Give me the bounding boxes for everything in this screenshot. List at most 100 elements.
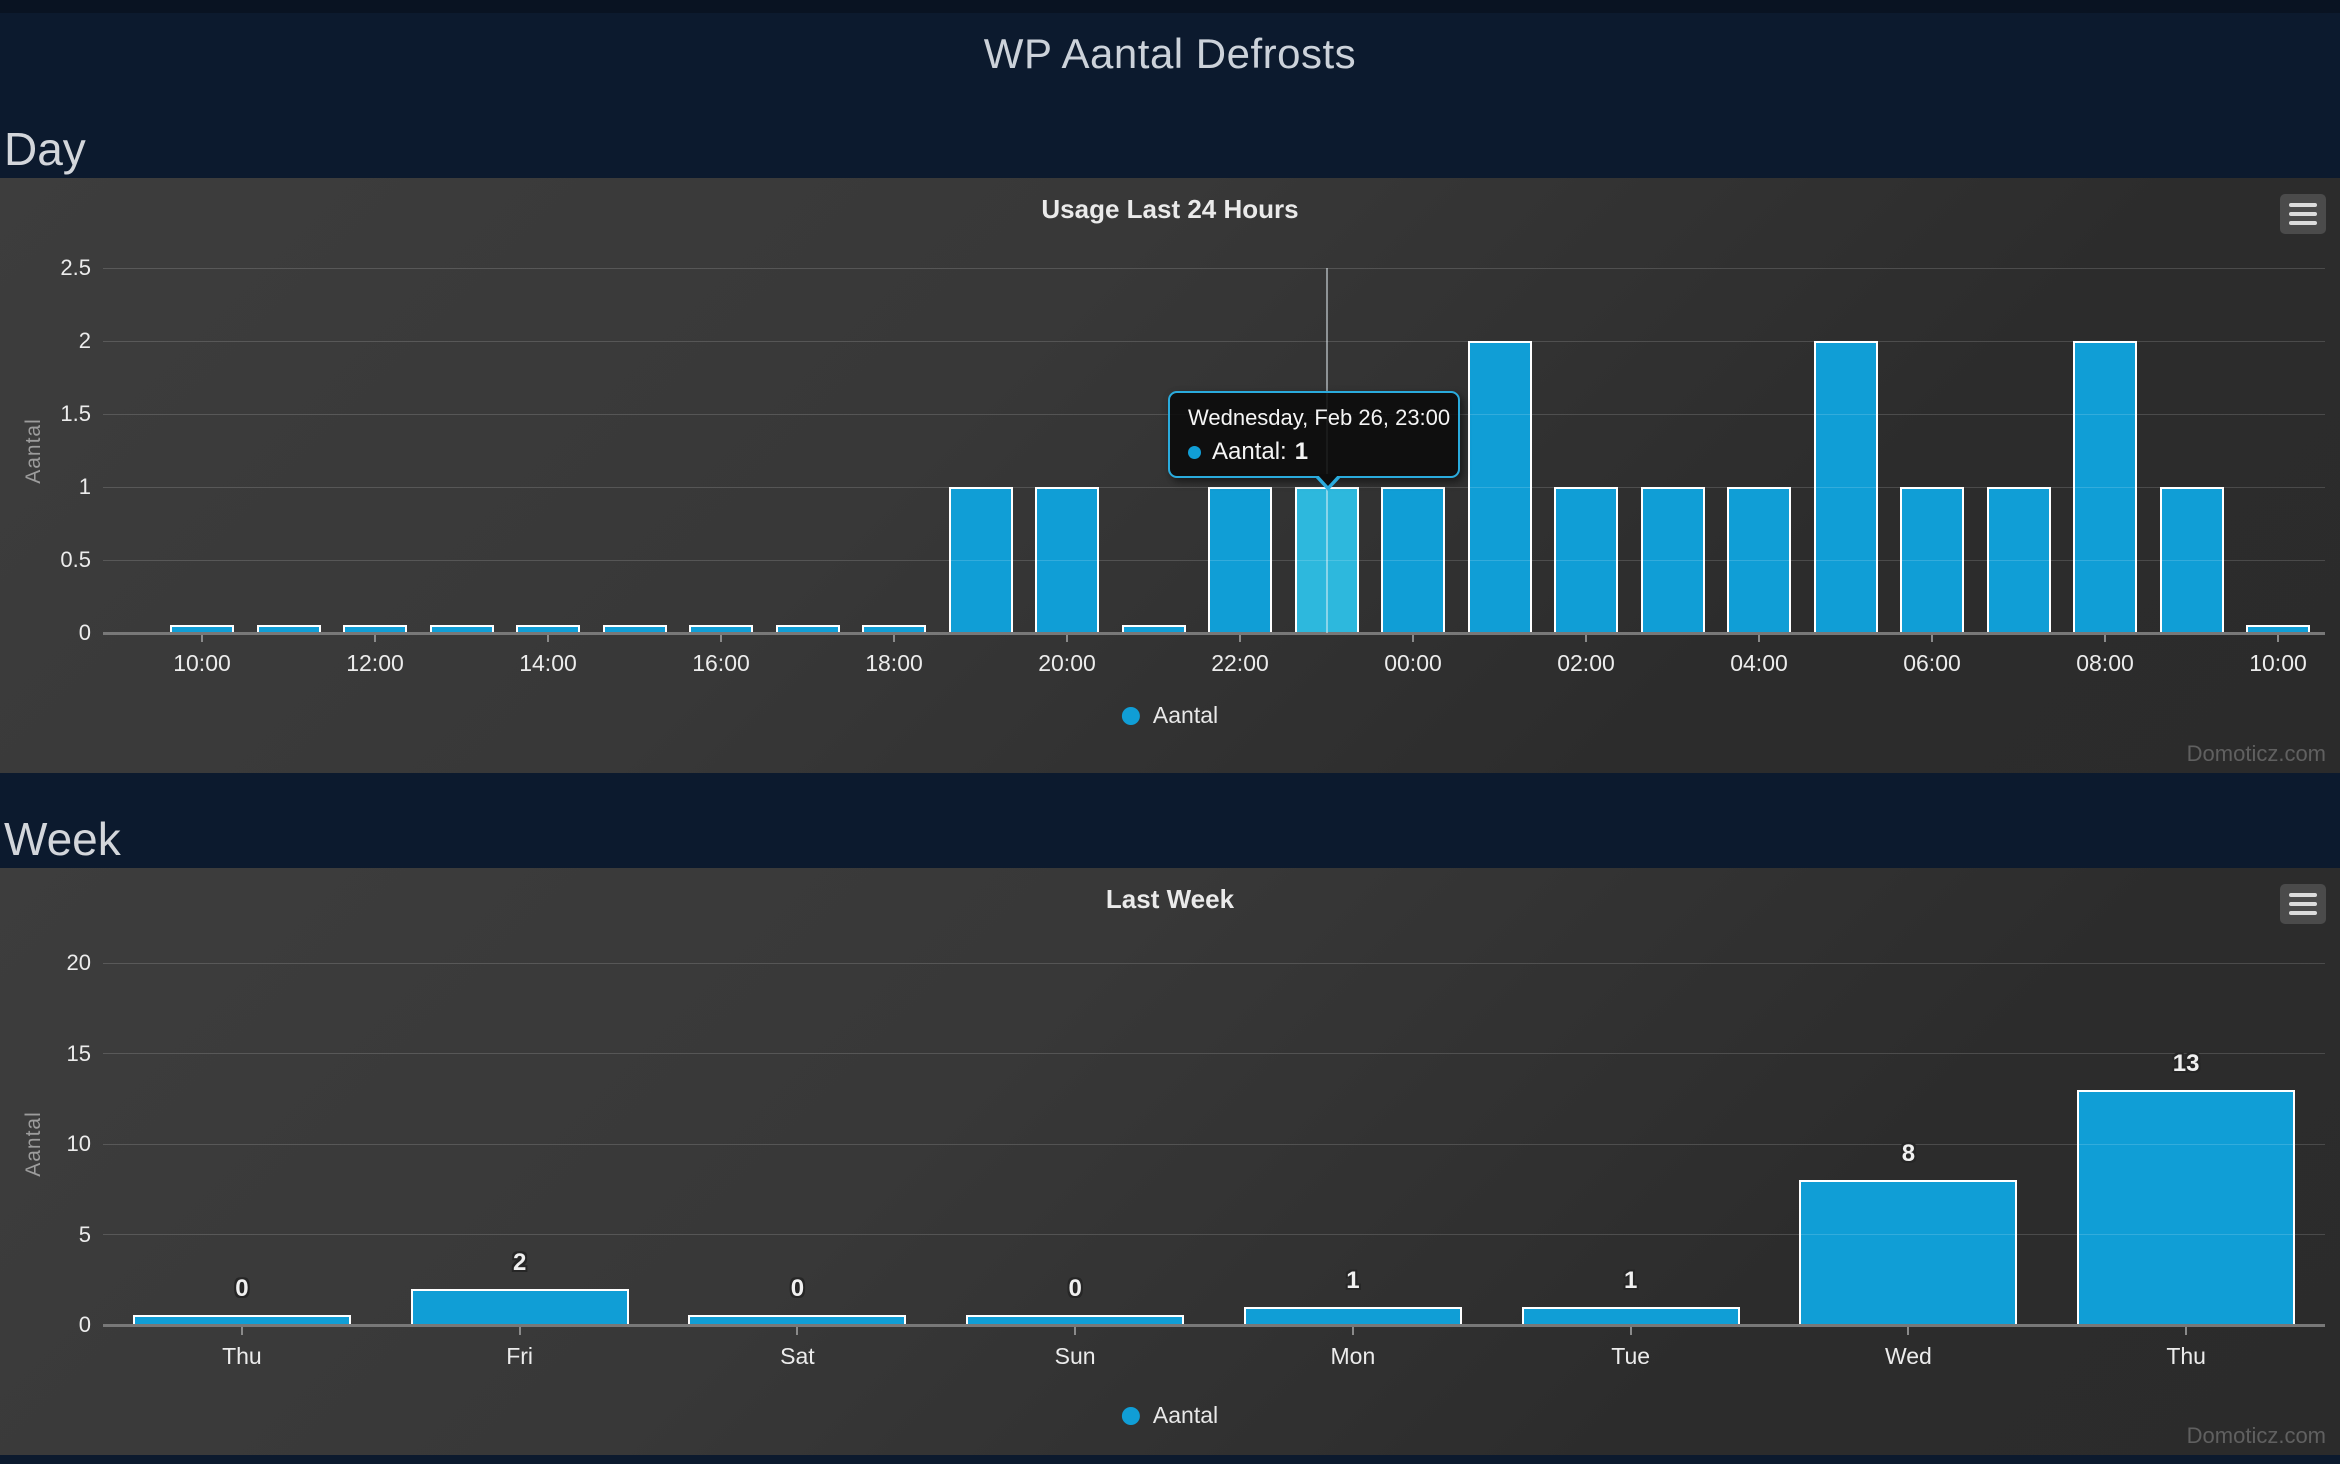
x-axis-tick-label: Sun [1054, 1343, 1096, 1369]
legend-label: Aantal [1152, 702, 1219, 728]
tooltip-series-row: Aantal: 1 [1188, 438, 1440, 466]
x-axis-tick-label: Sat [780, 1343, 815, 1369]
x-axis-line [103, 1324, 2325, 1327]
bar-05:00[interactable] [1813, 341, 1878, 633]
day-legend-item[interactable]: Aantal [1121, 702, 1219, 729]
gridline [103, 486, 2325, 488]
gridline [103, 559, 2325, 561]
bar-03:00[interactable] [1640, 487, 1705, 633]
x-axis-tick [374, 635, 376, 642]
bar-21:00[interactable] [1121, 625, 1186, 633]
x-axis-tick-label: Mon [1330, 1343, 1376, 1369]
x-axis-tick [796, 1327, 799, 1335]
bar-22:00[interactable] [1208, 487, 1272, 633]
x-axis-tick-label: 22:00 [1211, 650, 1269, 676]
day-chart-title: Usage Last 24 Hours [1041, 194, 1299, 224]
bar-Sun[interactable] [966, 1315, 1185, 1325]
x-axis-line [103, 632, 2325, 635]
gridline [103, 1143, 2325, 1145]
x-axis-tick-label: 14:00 [519, 650, 577, 676]
y-axis-tick-label: 15 [66, 1040, 91, 1066]
bar-06:00[interactable] [1900, 487, 1964, 633]
gridline [103, 962, 2325, 964]
bar-12:00[interactable] [343, 625, 407, 633]
x-axis-tick-label: 20:00 [1038, 650, 1096, 676]
page-title: WP Aantal Defrosts [983, 30, 1357, 77]
bottom-strip [0, 1455, 2340, 1464]
day-chart-panel: Usage Last 24 Hours Aantal Wednesday, Fe… [0, 178, 2340, 773]
bar-Sat[interactable] [688, 1315, 907, 1325]
bar-15:00[interactable] [602, 625, 667, 633]
x-axis-tick [1758, 635, 1760, 642]
gridline [103, 340, 2325, 342]
x-axis-tick [201, 635, 203, 642]
tooltip-value: 1 [1294, 438, 1309, 465]
y-axis-tick-label: 1.5 [60, 401, 91, 426]
x-axis-tick-label: 08:00 [2076, 650, 2134, 676]
x-axis-tick [720, 635, 722, 642]
bar-07:00[interactable] [1986, 487, 2051, 633]
bar-Wed[interactable] [1799, 1180, 2018, 1325]
section-heading-week: Week [4, 813, 121, 865]
y-axis-tick-label: 10 [66, 1131, 91, 1156]
bar-18:00[interactable] [862, 625, 926, 633]
bar-14:00[interactable] [516, 625, 580, 633]
bar-19:00[interactable] [948, 487, 1013, 633]
bar-20:00[interactable] [1035, 487, 1099, 633]
y-axis-tick-label: 2.5 [60, 255, 91, 280]
domoticz-watermark: Domoticz.com [2186, 741, 2326, 766]
hamburger-menu-icon [2289, 911, 2317, 915]
hamburger-menu-icon [2289, 212, 2317, 216]
tooltip-date: Wednesday, Feb 26, 23:00 [1188, 405, 1451, 430]
gridline [103, 1234, 2325, 1235]
bar-01:00[interactable] [1467, 341, 1532, 633]
bar-08:00[interactable] [2073, 341, 2137, 633]
bar-09:00[interactable] [2159, 487, 2224, 633]
x-axis-tick [2277, 635, 2279, 642]
bar-00:00[interactable] [1381, 487, 1445, 633]
top-strip [0, 0, 2340, 13]
bar-Tue[interactable] [1521, 1306, 1740, 1325]
x-axis-tick-label: Wed [1884, 1343, 1932, 1369]
x-axis-tick-label: Thu [2166, 1343, 2206, 1369]
hamburger-menu-icon [2289, 902, 2317, 906]
bar-value-label: 8 [1901, 1140, 1916, 1168]
domoticz-watermark: Domoticz.com [2186, 1423, 2326, 1448]
x-axis-tick-label: 02:00 [1557, 650, 1615, 676]
bar-value-label: 0 [235, 1275, 249, 1302]
gridline [103, 267, 2325, 269]
bar-value-label: 2 [512, 1248, 527, 1276]
section-heading-day: Day [4, 123, 86, 175]
bar-11:00[interactable] [256, 625, 321, 633]
bar-10:00[interactable] [170, 625, 234, 633]
x-axis-tick [2104, 635, 2106, 642]
bar-Thu[interactable] [132, 1315, 351, 1325]
x-axis-tick-label: Tue [1611, 1343, 1651, 1369]
bar-13:00[interactable] [429, 625, 494, 633]
hamburger-menu-icon [2289, 203, 2317, 207]
day-chart-context-menu-button[interactable] [2280, 194, 2326, 234]
x-axis-tick [547, 635, 549, 642]
bar-04:00[interactable] [1727, 487, 1791, 633]
bar-17:00[interactable] [775, 625, 840, 633]
bar-02:00[interactable] [1554, 487, 1618, 633]
bar-10:00[interactable] [2246, 625, 2310, 633]
bar-Thu[interactable] [2077, 1089, 2296, 1325]
bar-Fri[interactable] [410, 1288, 629, 1325]
hamburger-menu-icon [2289, 893, 2317, 897]
x-axis-tick [2185, 1327, 2188, 1335]
week-legend-item[interactable]: Aantal [1121, 1402, 1218, 1429]
x-axis-tick-label: 00:00 [1384, 650, 1442, 676]
y-axis-tick-label: 5 [78, 1221, 91, 1247]
bar-Mon[interactable] [1243, 1306, 1462, 1325]
bar-16:00[interactable] [689, 625, 753, 633]
y-axis-tick-label: 20 [66, 950, 91, 975]
legend-marker-icon [1121, 1406, 1140, 1425]
week-chart-context-menu-button[interactable] [2280, 884, 2326, 924]
week-chart-title: Last Week [1105, 884, 1235, 914]
chart-tooltip: Wednesday, Feb 26, 23:00 Aantal: 1 [1168, 391, 1460, 491]
x-axis-tick [1239, 635, 1241, 642]
bar-value-label: 13 [2172, 1049, 2200, 1077]
x-axis-tick [1074, 1327, 1077, 1335]
